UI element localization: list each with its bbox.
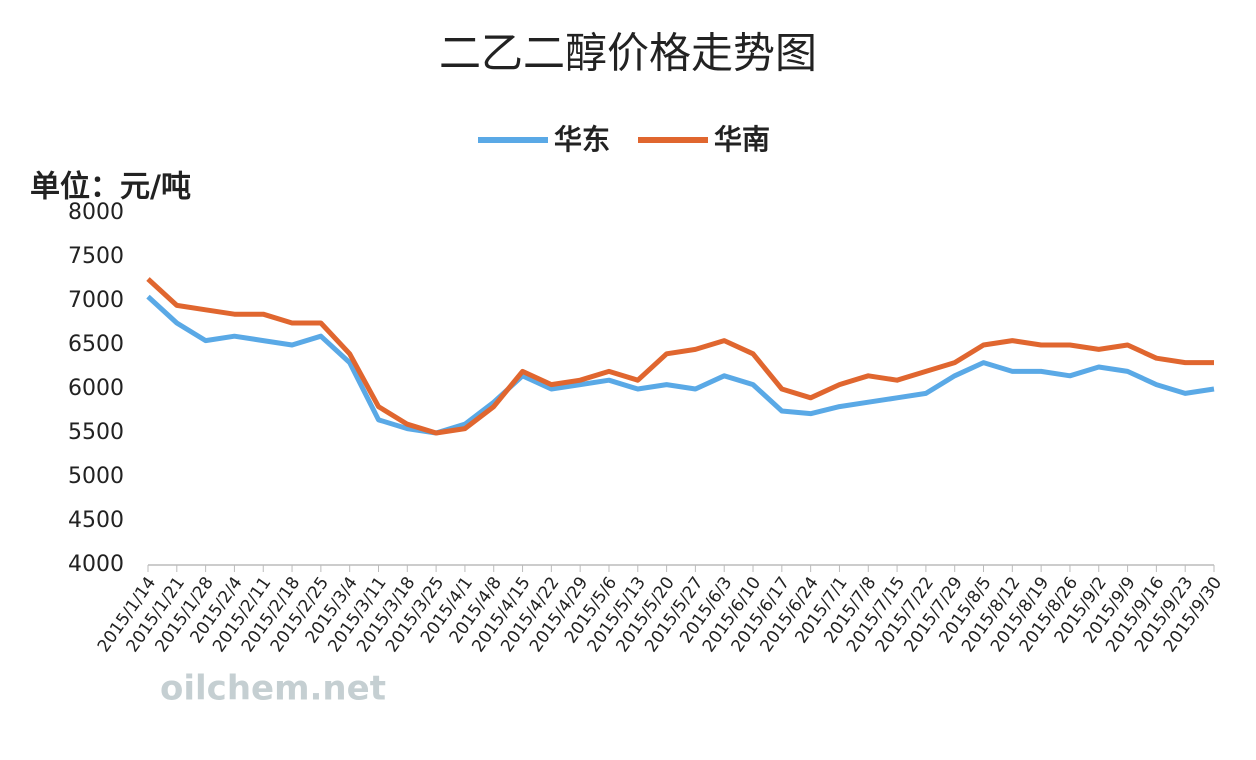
y-tick-label: 6000 <box>68 376 124 401</box>
legend-label: 华南 <box>714 123 770 156</box>
legend-label: 华东 <box>554 123 610 156</box>
series-line <box>146 294 1215 436</box>
y-axis-label: 单位：元/吨 <box>30 170 191 205</box>
y-tick-label: 7500 <box>68 244 124 269</box>
chart-title: 二乙二醇价格走势图 <box>439 29 817 78</box>
y-tick-label: 6500 <box>68 332 124 357</box>
y-tick-label: 8000 <box>68 200 124 225</box>
y-tick-label: 5000 <box>68 464 124 489</box>
y-tick-label: 4000 <box>68 552 124 577</box>
watermark: oilchem.net <box>160 669 386 709</box>
series-line <box>146 277 1214 436</box>
y-tick-label: 5500 <box>68 420 124 445</box>
y-tick-label: 7000 <box>68 288 124 313</box>
y-tick-label: 4500 <box>68 508 124 533</box>
